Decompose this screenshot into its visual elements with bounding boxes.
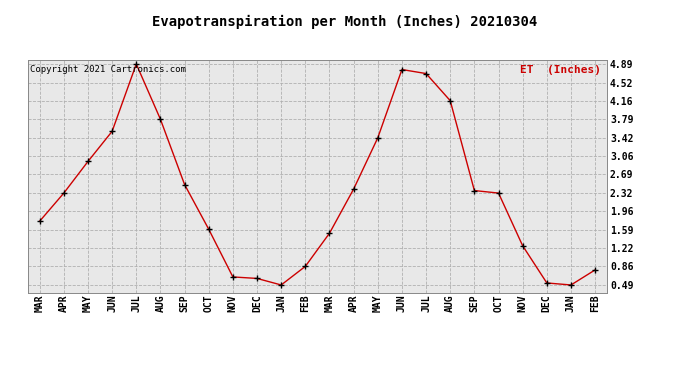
Text: Evapotranspiration per Month (Inches) 20210304: Evapotranspiration per Month (Inches) 20…	[152, 15, 538, 29]
Text: Copyright 2021 Cartronics.com: Copyright 2021 Cartronics.com	[30, 64, 186, 74]
Text: ET  (Inches): ET (Inches)	[520, 64, 602, 75]
